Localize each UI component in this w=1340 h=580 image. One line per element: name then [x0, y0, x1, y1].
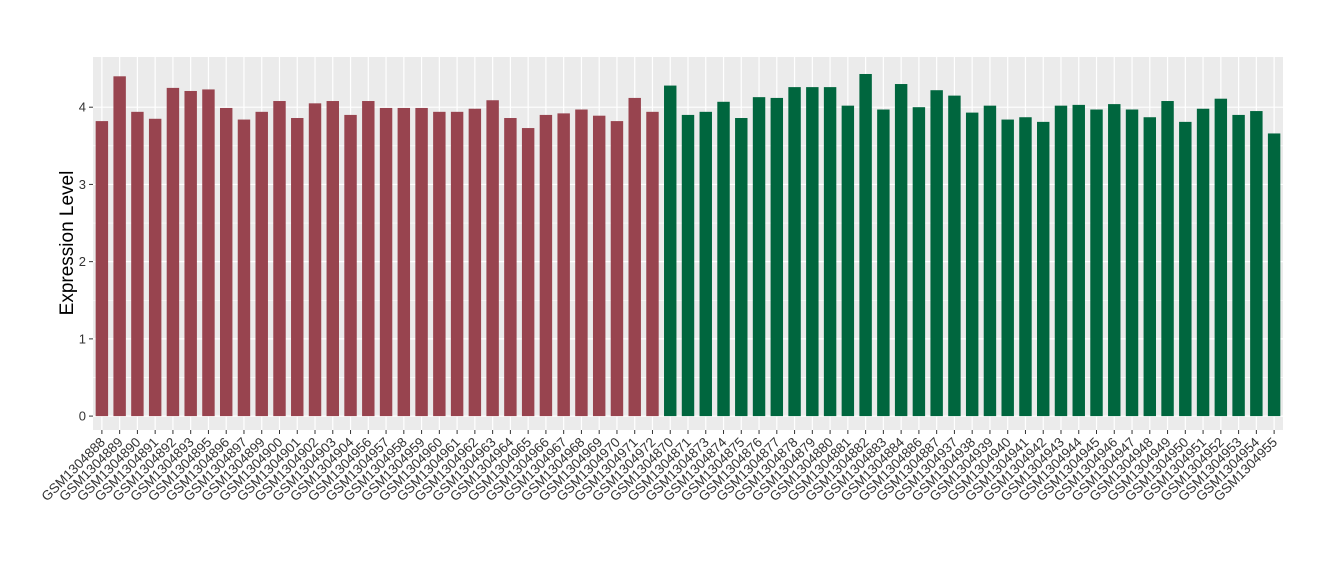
bar-GSM1304886: [912, 107, 926, 417]
bar-GSM1304881: [841, 105, 855, 417]
y-tick-label: 4: [79, 100, 86, 115]
bar-GSM1304944: [1072, 104, 1085, 417]
bar-GSM1304960: [433, 111, 446, 417]
bar-GSM1304947: [1125, 109, 1139, 417]
bar-GSM1304878: [788, 87, 801, 417]
bar-GSM1304945: [1090, 109, 1103, 417]
y-tick-label: 1: [79, 331, 86, 346]
y-axis-title: Expression Level: [57, 171, 78, 316]
bar-GSM1304901: [291, 118, 304, 417]
bar-GSM1304875: [735, 118, 748, 417]
bar-GSM1304883: [877, 109, 890, 417]
bar-GSM1304890: [131, 111, 144, 417]
bar-GSM1304966: [539, 114, 553, 417]
bar-GSM1304965: [521, 128, 535, 417]
bar-GSM1304892: [166, 87, 180, 417]
bar-GSM1304953: [1232, 114, 1245, 417]
y-tick-label: 3: [79, 177, 86, 192]
bar-GSM1304940: [1001, 119, 1014, 417]
bar-GSM1304959: [415, 107, 428, 417]
bar-GSM1304939: [983, 105, 997, 417]
bar-GSM1304876: [752, 97, 766, 417]
bar-GSM1304941: [1019, 117, 1032, 417]
bar-GSM1304871: [681, 114, 695, 417]
bar-GSM1304951: [1196, 108, 1210, 417]
y-axis: 0 1 2 3 4: [79, 100, 93, 424]
bar-GSM1304903: [326, 101, 339, 417]
bar-GSM1304949: [1161, 101, 1174, 417]
bar-GSM1304968: [575, 109, 588, 417]
bar-GSM1304877: [770, 97, 784, 417]
bar-GSM1304873: [699, 111, 712, 417]
bar-GSM1304961: [450, 111, 464, 417]
bar-GSM1304937: [948, 95, 961, 417]
y-tick-label: 2: [79, 254, 86, 269]
bar-GSM1304952: [1214, 98, 1228, 417]
bar-GSM1304900: [273, 101, 286, 417]
bar-GSM1304938: [965, 112, 979, 417]
bar-GSM1304970: [610, 121, 624, 417]
bar-GSM1304882: [859, 73, 872, 417]
bar-GSM1304946: [1108, 104, 1121, 417]
bar-GSM1304971: [628, 97, 641, 417]
bar-GSM1304957: [379, 107, 393, 417]
bar-GSM1304967: [557, 113, 570, 417]
bar-GSM1304962: [468, 108, 482, 417]
bar-GSM1304904: [344, 114, 357, 417]
bar-GSM1304956: [362, 101, 375, 417]
bar-GSM1304964: [504, 118, 517, 417]
y-tick-label: 0: [79, 409, 86, 424]
bar-GSM1304943: [1054, 105, 1068, 417]
bar-GSM1304893: [184, 90, 197, 417]
bar-GSM1304895: [202, 89, 215, 417]
bar-GSM1304963: [486, 100, 499, 417]
bar-GSM1304942: [1037, 121, 1050, 417]
bar-GSM1304889: [113, 76, 126, 417]
bar-GSM1304879: [806, 87, 819, 417]
bar-GSM1304948: [1143, 117, 1157, 417]
bar-GSM1304969: [592, 115, 606, 417]
bar-GSM1304958: [397, 107, 411, 417]
bar-GSM1304902: [308, 103, 322, 417]
bar-GSM1304874: [717, 101, 730, 417]
bar-GSM1304887: [930, 90, 943, 417]
bars: [95, 73, 1281, 417]
bar-GSM1304880: [823, 87, 837, 417]
bar-GSM1304950: [1179, 121, 1192, 417]
bar-GSM1304891: [148, 118, 162, 417]
bar-GSM1304954: [1250, 111, 1263, 417]
bar-GSM1304899: [255, 111, 268, 417]
bar-GSM1304896: [219, 107, 233, 417]
bar-GSM1304955: [1267, 133, 1281, 417]
x-axis: GSM1304888GSM1304889GSM1304890GSM1304891…: [38, 430, 1280, 504]
bar-GSM1304884: [894, 84, 908, 417]
bar-GSM1304897: [237, 119, 251, 417]
bar-GSM1304870: [664, 85, 677, 417]
bar-GSM1304972: [646, 111, 659, 417]
bar-GSM1304888: [95, 121, 109, 417]
